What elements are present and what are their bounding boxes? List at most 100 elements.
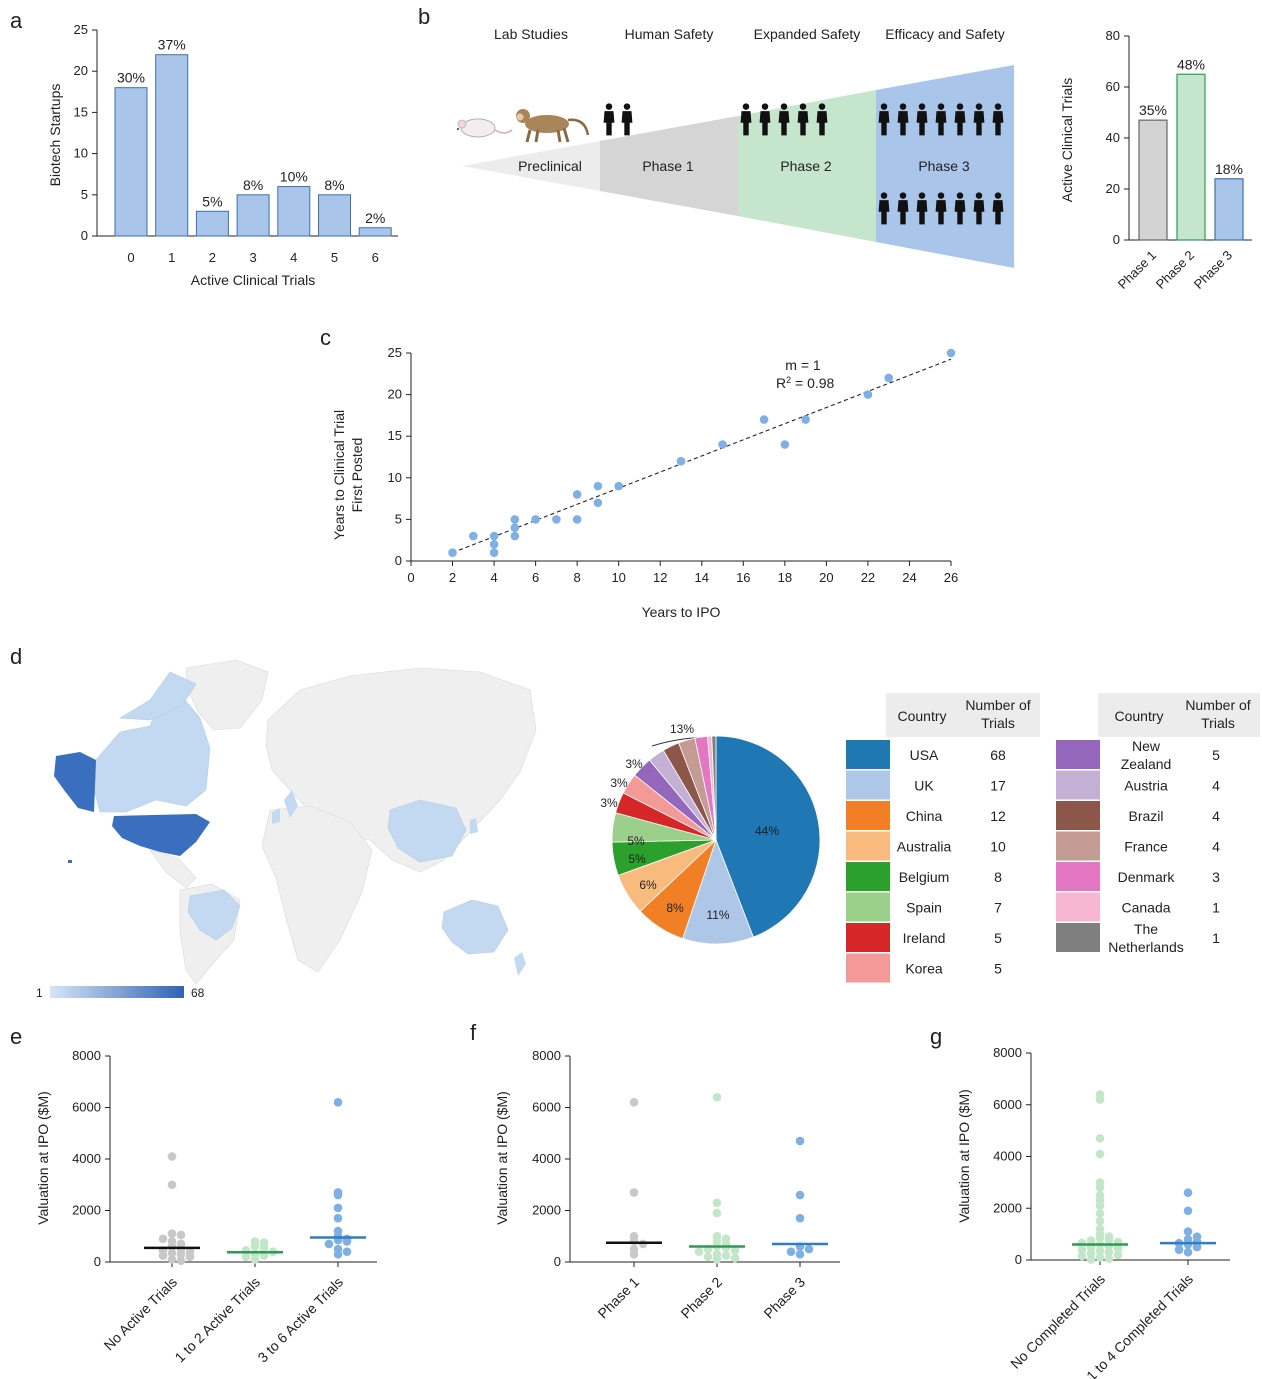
chart-a-ytick-label: 15	[74, 104, 88, 119]
chart-c-point	[884, 373, 893, 383]
chart-c-xtick-label: 24	[902, 570, 916, 585]
table-left-header-country: Country	[897, 708, 946, 724]
chart-c-point	[448, 548, 457, 557]
human-head	[818, 103, 826, 110]
chart-a-data-label: 30%	[117, 70, 145, 86]
chart-e-valuation-active-trials: Valuation at IPO ($M) 0 2000 4000 6000 8000 N…	[35, 1048, 377, 1365]
table-right-header-trials-1: Number of	[1185, 697, 1250, 713]
chart-c-xtick-label: 16	[736, 570, 750, 585]
chart-a-xtick-label: 3	[249, 250, 256, 265]
table-right-country: Denmark	[1118, 869, 1176, 885]
chart-g-point	[1095, 1246, 1105, 1256]
human-body	[759, 111, 771, 136]
human-body	[740, 111, 752, 136]
chart-f-point	[730, 1253, 740, 1263]
chart-e-xtick-label: 1 to 2 Active Trials	[171, 1274, 263, 1366]
chart-c-xtick-label: 12	[653, 570, 667, 585]
chart-c-point	[593, 481, 603, 491]
chart-a-bar	[318, 194, 351, 237]
chart-a-bar	[236, 194, 270, 237]
chart-e-point	[333, 1098, 343, 1107]
chart-c-point	[593, 498, 603, 508]
chart-a-data-label: 5%	[202, 193, 222, 209]
chart-c-xtick-label: 2	[449, 570, 456, 585]
pie-slice-label: 44%	[755, 824, 779, 838]
chart-c-fit-r2: R2 = 0.98	[776, 375, 835, 391]
table-right-country: Brazil	[1128, 808, 1163, 824]
chart-a-xtick-label: 2	[209, 250, 216, 265]
chart-g-point	[1104, 1254, 1114, 1264]
panel-letter-a: a	[10, 8, 23, 33]
chart-c-point	[552, 515, 561, 524]
chart-g-point	[1095, 1253, 1105, 1262]
chart-c-ytick-label: 15	[388, 428, 402, 443]
chart-c-ylabel-line1: Years to Clinical Trial	[331, 410, 347, 540]
chart-e-xtick-label: 3 to 6 Active Trials	[254, 1274, 346, 1366]
map-usa	[112, 814, 210, 856]
chart-e-point	[333, 1249, 343, 1259]
chart-b-ylabel: Active Clinical Trials	[1059, 78, 1075, 202]
table-left-color-swatch	[846, 831, 890, 861]
chart-a-bar	[195, 210, 229, 237]
map-uk	[284, 790, 298, 818]
chart-c-scatter: Years to Clinical Trial First Posted Yea…	[331, 345, 958, 620]
map-alaska	[54, 752, 96, 812]
chart-a-ytick-label: 10	[74, 146, 88, 161]
funnel-header-efficacy-safety: Efficacy and Safety	[885, 26, 1005, 42]
chart-g-point	[1086, 1255, 1096, 1264]
table-left-color-swatch	[846, 801, 890, 830]
table-right-header-bg	[1098, 693, 1260, 737]
human-body	[878, 111, 890, 136]
human-head	[918, 192, 926, 199]
monkey-icon	[516, 109, 590, 143]
table-left-count: 8	[994, 869, 1002, 885]
chart-a-data-label: 10%	[280, 169, 308, 185]
chart-c-point	[489, 540, 499, 549]
table-left-count: 5	[994, 961, 1002, 977]
chart-f-point	[694, 1247, 704, 1256]
human-head	[742, 103, 750, 110]
pie-slice-label: 8%	[666, 901, 684, 915]
chart-g-point	[1086, 1236, 1096, 1245]
chart-f-ytick-label: 4000	[532, 1151, 561, 1166]
chart-g-point	[1095, 1201, 1105, 1210]
chart-b-ytick-label: 20	[1106, 181, 1120, 196]
funnel-stage-label-phase-2: Phase 2	[780, 158, 832, 174]
chart-d-country-pie: 13% 44% 11% 8% 6% 5% 5% 3% 3% 3%	[600, 722, 821, 945]
human-figures-icon	[603, 103, 1004, 225]
table-right-count: 4	[1212, 808, 1220, 824]
chart-a-xtick-label: 4	[290, 250, 297, 265]
chart-b-xtick-label: Phase 1	[1115, 248, 1159, 292]
chart-e-ytick-label: 4000	[72, 1151, 101, 1166]
table-right-country-line1: The	[1134, 921, 1158, 937]
table-right-country: France	[1124, 839, 1168, 855]
human-body	[878, 200, 890, 225]
chart-f-point	[795, 1190, 805, 1200]
chart-c-point	[572, 490, 582, 499]
map-brazil	[187, 889, 241, 941]
chart-c-point	[489, 531, 499, 541]
human-body	[954, 111, 966, 136]
chart-g-point	[1113, 1250, 1123, 1260]
human-head	[780, 103, 788, 110]
table-left-count: 7	[994, 900, 1002, 916]
chart-b-bar	[1176, 73, 1206, 241]
chart-e-point	[333, 1190, 343, 1200]
table-right-count: 1	[1212, 900, 1220, 916]
chart-c-point	[489, 548, 499, 557]
chart-g-point	[1095, 1149, 1105, 1159]
chart-c-ytick-label: 10	[388, 470, 402, 485]
chart-f-xtick-label: Phase 1	[594, 1274, 642, 1322]
chart-e-point	[167, 1152, 177, 1161]
chart-a-ylabel: Biotech Startups	[47, 84, 63, 187]
human-head	[880, 192, 888, 199]
funnel-header-lab-studies: Lab Studies	[494, 26, 568, 42]
chart-e-point	[324, 1239, 334, 1249]
chart-f-point	[795, 1213, 805, 1223]
chart-b-ytick-label: 0	[1113, 232, 1120, 247]
chart-g-point	[1183, 1227, 1193, 1236]
chart-c-ytick-label: 0	[395, 553, 402, 568]
panel-letter-g: g	[930, 1024, 942, 1049]
chart-e-point	[167, 1255, 177, 1264]
chart-f-ytick-label: 2000	[532, 1203, 561, 1218]
